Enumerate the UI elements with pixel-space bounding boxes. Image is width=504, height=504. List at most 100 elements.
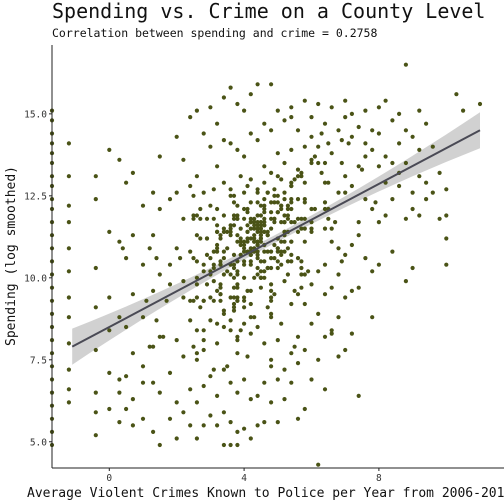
data-point (242, 108, 247, 113)
data-point (204, 216, 210, 221)
chart-subtitle: Correlation between spending and crime =… (52, 26, 377, 40)
data-point (258, 259, 263, 264)
data-point (454, 92, 459, 97)
data-point (333, 220, 338, 225)
data-point (275, 246, 280, 251)
data-point (211, 367, 216, 372)
data-point (349, 183, 354, 189)
data-point (275, 108, 280, 113)
data-point (238, 239, 243, 244)
data-point (188, 249, 193, 254)
data-point (208, 105, 213, 110)
data-point (316, 160, 321, 166)
data-point (188, 318, 193, 323)
data-point (231, 213, 237, 218)
data-point (295, 216, 301, 221)
y-tick-label: 7.5 (30, 355, 47, 366)
data-point (188, 423, 193, 428)
data-point (258, 269, 263, 274)
data-point (272, 193, 277, 198)
data-point (204, 252, 210, 257)
data-point (211, 216, 216, 221)
data-point (269, 200, 274, 205)
data-point (356, 393, 361, 398)
data-point (312, 206, 317, 212)
data-point (66, 295, 71, 300)
data-point (295, 174, 301, 179)
data-point (477, 101, 483, 107)
data-point (265, 233, 270, 238)
data-point (255, 265, 260, 271)
data-point (275, 265, 280, 271)
data-point (410, 190, 415, 195)
data-point (258, 239, 263, 244)
data-point (383, 154, 388, 159)
data-point (309, 226, 314, 231)
data-point (208, 295, 213, 300)
data-point (269, 256, 274, 261)
data-point (346, 141, 351, 146)
data-point (252, 220, 257, 225)
data-point (329, 226, 334, 231)
data-point (228, 187, 233, 192)
data-point (289, 147, 294, 152)
x-tick-label: 4 (241, 473, 247, 484)
data-point (255, 423, 260, 428)
data-point (124, 256, 129, 261)
data-point (302, 98, 307, 103)
data-point (295, 292, 301, 297)
data-point (66, 341, 71, 346)
data-point (255, 187, 260, 192)
data-point (279, 262, 284, 267)
data-point (262, 380, 267, 385)
data-point (349, 134, 354, 139)
data-point (309, 160, 314, 166)
data-point (218, 262, 223, 267)
data-point (245, 210, 250, 215)
data-point (242, 426, 247, 431)
data-point (376, 220, 381, 225)
data-point (343, 347, 348, 353)
data-point (269, 400, 274, 405)
data-point (242, 262, 247, 267)
data-point (161, 334, 166, 339)
data-point (343, 174, 348, 179)
data-point (269, 265, 274, 271)
data-point (221, 311, 226, 316)
data-point (269, 226, 274, 231)
data-point (272, 292, 277, 297)
data-point (140, 364, 146, 369)
data-point (194, 400, 199, 405)
data-point (201, 328, 206, 333)
data-point (221, 308, 226, 313)
data-point (255, 239, 260, 244)
data-point (140, 315, 146, 320)
data-point (299, 226, 304, 231)
data-point (242, 305, 247, 310)
data-point (144, 298, 149, 303)
data-point (329, 105, 334, 110)
data-point (107, 147, 112, 152)
data-point (242, 275, 247, 280)
data-point (215, 164, 220, 169)
data-point (191, 213, 196, 218)
data-point (167, 197, 173, 202)
data-point (343, 115, 348, 120)
data-point (194, 282, 199, 287)
data-point (235, 442, 240, 448)
data-point (275, 200, 280, 205)
data-point (218, 285, 223, 290)
data-point (245, 223, 250, 228)
data-point (343, 98, 348, 103)
data-point (66, 400, 71, 405)
data-point (279, 249, 284, 254)
data-point (292, 344, 297, 349)
data-point (295, 229, 301, 234)
data-point (306, 269, 311, 274)
data-point (117, 390, 122, 395)
data-point (245, 183, 250, 189)
data-point (252, 236, 257, 241)
data-point (215, 288, 220, 293)
data-point (245, 354, 250, 359)
data-point (238, 174, 243, 179)
